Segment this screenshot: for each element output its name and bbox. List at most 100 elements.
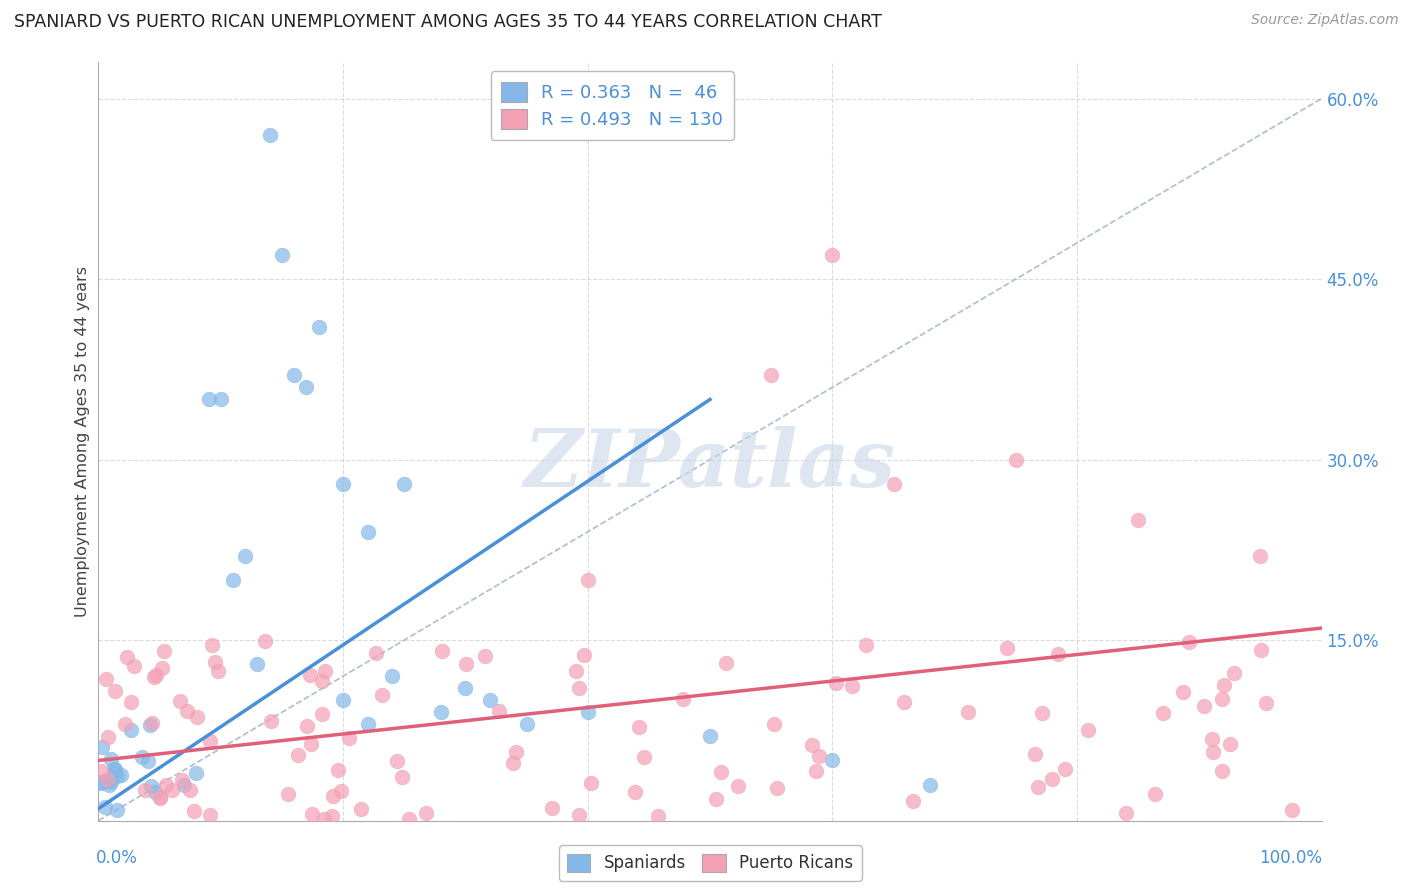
Point xyxy=(704,792,727,806)
Point xyxy=(197,392,219,407)
Point xyxy=(627,720,650,734)
Point xyxy=(568,681,591,695)
Point xyxy=(765,780,787,795)
Point xyxy=(804,764,827,778)
Point xyxy=(727,779,749,793)
Point xyxy=(299,668,322,682)
Text: Source: ZipAtlas.com: Source: ZipAtlas.com xyxy=(1251,13,1399,28)
Point xyxy=(259,128,281,142)
Point xyxy=(824,676,846,690)
Point xyxy=(120,695,142,709)
Point xyxy=(576,706,599,720)
Point xyxy=(299,737,322,751)
Point xyxy=(385,754,408,768)
Point xyxy=(96,772,118,786)
Point xyxy=(183,804,205,818)
Point xyxy=(808,748,831,763)
Point xyxy=(198,807,221,822)
Point xyxy=(122,659,145,673)
Point xyxy=(186,710,208,724)
Point xyxy=(1040,772,1063,786)
Point xyxy=(295,719,318,733)
Point xyxy=(474,649,496,664)
Point xyxy=(332,476,354,491)
Point xyxy=(398,812,420,826)
Point xyxy=(134,783,156,797)
Point xyxy=(699,730,721,744)
Point xyxy=(516,717,538,731)
Point xyxy=(883,476,905,491)
Point xyxy=(1250,549,1272,563)
Point xyxy=(454,657,477,672)
Point xyxy=(136,754,159,768)
Point xyxy=(920,778,942,792)
Point xyxy=(568,808,591,822)
Point xyxy=(321,809,343,823)
Point xyxy=(186,765,208,780)
Point xyxy=(100,774,122,789)
Point xyxy=(763,717,786,731)
Point xyxy=(105,769,128,783)
Point xyxy=(564,664,586,678)
Point xyxy=(581,776,603,790)
Point xyxy=(801,738,824,752)
Point xyxy=(152,661,174,675)
Point xyxy=(1024,747,1046,761)
Point xyxy=(149,790,172,805)
Point xyxy=(314,664,336,678)
Point xyxy=(277,787,299,801)
Point xyxy=(1256,696,1278,710)
Point xyxy=(1173,685,1195,699)
Point xyxy=(103,762,125,776)
Point xyxy=(1202,745,1225,759)
Point xyxy=(97,730,120,744)
Point xyxy=(381,669,404,683)
Point xyxy=(821,754,844,768)
Point xyxy=(1211,692,1233,706)
Y-axis label: Unemployment Among Ages 35 to 44 years: Unemployment Among Ages 35 to 44 years xyxy=(75,266,90,617)
Point xyxy=(169,693,191,707)
Point xyxy=(1026,780,1049,794)
Point xyxy=(454,681,477,696)
Point xyxy=(94,800,117,814)
Point xyxy=(1115,806,1137,821)
Point xyxy=(841,679,863,693)
Point xyxy=(1250,642,1272,657)
Point xyxy=(761,368,783,383)
Point xyxy=(329,784,352,798)
Point xyxy=(574,648,596,662)
Text: 0.0%: 0.0% xyxy=(96,849,138,867)
Point xyxy=(131,749,153,764)
Point xyxy=(145,668,167,682)
Point xyxy=(1152,706,1174,720)
Point xyxy=(222,573,245,587)
Point xyxy=(478,693,501,707)
Point xyxy=(105,803,128,817)
Point xyxy=(956,705,979,719)
Point xyxy=(356,524,378,539)
Point xyxy=(1201,732,1223,747)
Point xyxy=(821,248,844,262)
Point xyxy=(1054,762,1077,776)
Point xyxy=(308,320,330,334)
Point xyxy=(207,664,229,678)
Point xyxy=(370,688,392,702)
Point xyxy=(160,783,183,797)
Point xyxy=(364,646,387,660)
Point xyxy=(142,670,165,684)
Point xyxy=(1211,764,1233,778)
Point xyxy=(96,673,118,687)
Point xyxy=(1046,647,1069,661)
Point xyxy=(301,807,323,822)
Point xyxy=(714,656,737,670)
Point xyxy=(326,763,349,777)
Point xyxy=(173,778,195,792)
Point xyxy=(143,785,166,799)
Point xyxy=(1281,803,1303,817)
Point xyxy=(201,638,224,652)
Point xyxy=(198,734,221,748)
Point xyxy=(322,789,344,804)
Point xyxy=(903,794,925,808)
Point xyxy=(1128,513,1150,527)
Point xyxy=(141,779,163,793)
